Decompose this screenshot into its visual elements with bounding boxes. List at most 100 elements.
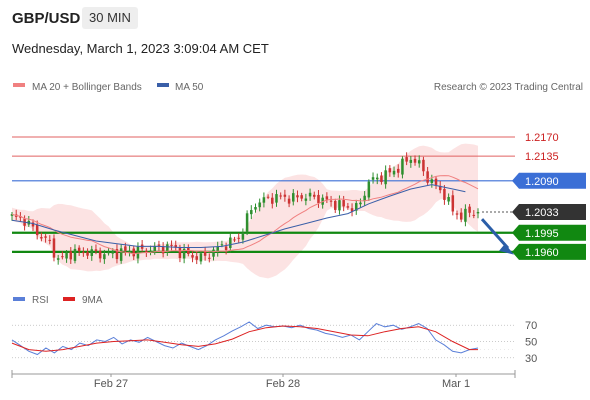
candle-body	[174, 245, 177, 248]
candle-body	[396, 168, 400, 173]
rsi-ma9-line	[11, 325, 478, 352]
candle-body	[98, 250, 102, 259]
candle-body	[279, 195, 282, 197]
candle-body	[283, 194, 287, 197]
candle-body	[325, 196, 329, 200]
time-tick-label: Feb 27	[94, 378, 128, 390]
candle-body	[203, 251, 207, 256]
forecast-arrow	[480, 218, 514, 255]
candle-body	[455, 213, 459, 215]
rsi-tick-label-30: 30	[525, 353, 537, 365]
candle-body	[443, 188, 446, 200]
candle-body	[52, 238, 56, 258]
ma9-legend-swatch	[63, 297, 75, 301]
level-label-1.1995: 1.1995	[525, 228, 559, 240]
candle-body	[61, 256, 64, 258]
candle-body	[86, 252, 89, 256]
time-tick-label: Mar 1	[442, 378, 470, 390]
candle-body	[459, 212, 463, 220]
candle-body	[304, 198, 308, 201]
candle-body	[82, 252, 85, 254]
candle-body	[233, 239, 236, 241]
candle-body	[149, 250, 152, 252]
candle-body	[451, 195, 455, 212]
candle-body	[447, 197, 450, 202]
timeframe-badge[interactable]: 30 MIN	[82, 7, 138, 29]
ma20-legend-swatch	[13, 83, 25, 87]
candles	[10, 152, 480, 265]
candle-body	[258, 202, 261, 208]
candle-body	[44, 236, 47, 238]
candle-body	[166, 244, 169, 253]
candle-body	[308, 192, 312, 197]
level-label-1.2033: 1.2033	[525, 207, 559, 219]
watermark: Research © 2023 Trading Central	[434, 82, 583, 93]
candle-body	[31, 222, 35, 227]
candle-body	[107, 252, 110, 254]
candle-body	[229, 237, 232, 248]
candle-body	[275, 194, 278, 203]
candle-body	[157, 244, 161, 246]
candle-body	[90, 249, 94, 256]
candle-body	[48, 239, 52, 241]
time-tick-label: Feb 28	[266, 378, 300, 390]
forecast-arrow-shaft	[480, 218, 510, 250]
candle-body	[178, 247, 182, 259]
candle-body	[245, 213, 249, 232]
candle-body	[56, 258, 60, 260]
candle-body	[371, 177, 375, 180]
candle-body	[342, 200, 345, 207]
candle-body	[434, 178, 438, 185]
levels: 1.2170 1.2135 1.2090 1.2033 1.1995 1.1960	[12, 132, 586, 260]
candle-body	[367, 181, 371, 198]
level-tag-1.1960	[512, 243, 586, 260]
candle-body	[195, 256, 198, 260]
rsi-legend-label: RSI	[32, 295, 49, 306]
ma20-line	[11, 175, 479, 255]
candle-body	[191, 255, 194, 258]
rsi-legend: RSI 9MA	[13, 295, 103, 306]
candle-body	[422, 159, 425, 172]
candle-body	[161, 247, 165, 254]
candle-body	[254, 207, 257, 210]
ma9-legend-label: 9MA	[82, 295, 103, 306]
currency-pair-title: GBP/USD	[12, 10, 81, 27]
candle-body	[363, 195, 366, 202]
candle-body	[384, 170, 387, 185]
level-label-1.2090: 1.2090	[525, 176, 559, 188]
candle-body	[65, 253, 68, 259]
candle-body	[329, 200, 333, 202]
ma20-legend-label: MA 20 + Bollinger Bands	[32, 82, 142, 93]
candle-body	[292, 193, 295, 202]
candle-body	[94, 249, 98, 251]
price-legend: MA 20 + Bollinger Bands MA 50	[13, 82, 204, 93]
rsi-panel: 70 50 30	[11, 320, 537, 365]
candle-body	[300, 195, 303, 199]
candle-body	[430, 179, 434, 184]
time-axis: Feb 27 Feb 28 Mar 1	[11, 370, 516, 390]
ma50-line	[11, 184, 466, 248]
bollinger-band	[12, 143, 478, 279]
bollinger-band-area	[12, 143, 478, 279]
level-label-1.2135: 1.2135	[525, 151, 559, 163]
candle-body	[392, 170, 396, 175]
candle-body	[208, 257, 211, 259]
level-tag-1.2033	[512, 203, 586, 220]
candle-body	[271, 197, 274, 204]
candle-body	[119, 248, 123, 261]
rsi-tick-label-70: 70	[525, 320, 537, 332]
candle-body	[262, 197, 266, 203]
candle-body	[375, 177, 379, 180]
candle-body	[438, 185, 442, 191]
ma50-legend-swatch	[157, 83, 169, 87]
candle-body	[401, 158, 404, 175]
candle-body	[313, 194, 316, 197]
candle-body	[266, 196, 270, 198]
candle-body	[468, 206, 471, 213]
candle-body	[40, 237, 43, 239]
candle-body	[237, 237, 240, 239]
candle-body	[388, 168, 392, 173]
candle-body	[426, 171, 429, 183]
level-tag-1.1995	[512, 224, 586, 241]
candle-body	[405, 157, 408, 162]
